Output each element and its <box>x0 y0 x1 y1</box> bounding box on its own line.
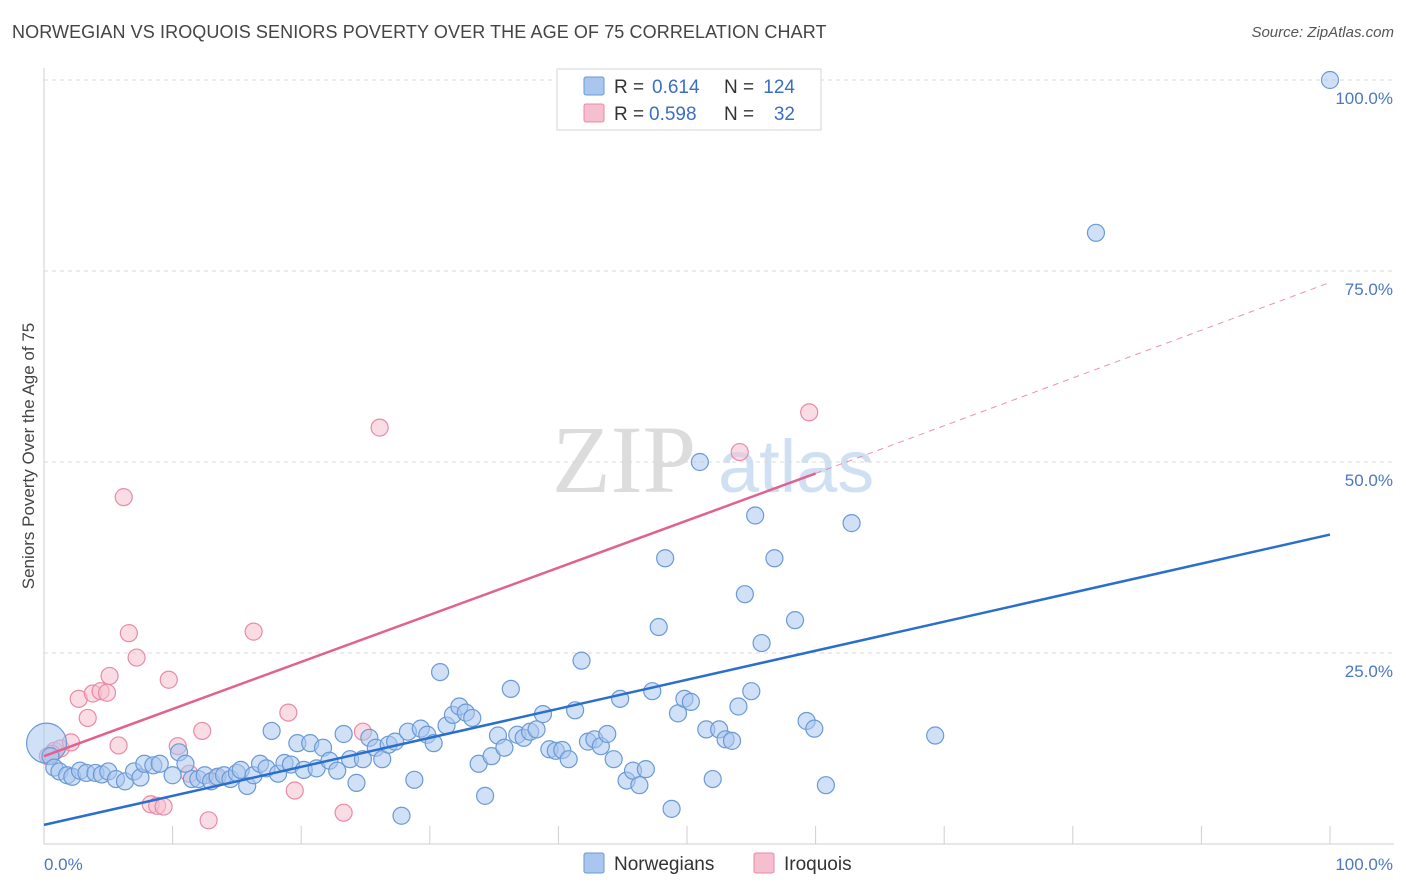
norwegians-point-68 <box>482 747 501 766</box>
iroquois-point-8 <box>97 683 117 702</box>
iroquois-point-12 <box>119 624 138 643</box>
axes <box>43 68 1394 845</box>
iroquois-point-24 <box>279 703 298 722</box>
norwegians-trend-line <box>43 533 1331 827</box>
iroquois-point-13 <box>127 648 146 667</box>
norwegians-point-20 <box>176 754 195 773</box>
norwegians-point-105 <box>722 731 742 750</box>
norwegians-point-18 <box>163 766 182 785</box>
iroquois-point-17 <box>159 670 178 689</box>
norwegians-point-54 <box>392 806 411 825</box>
iroquois-trend-extension <box>815 281 1331 474</box>
norwegians-point-94 <box>649 617 668 637</box>
norwegians-point-45 <box>334 724 353 744</box>
norwegians-point-109 <box>746 506 765 525</box>
y-axis-title: Seniors Poverty Over the Age of 75 <box>19 323 38 589</box>
norwegians-point-117 <box>926 726 945 745</box>
legend-r-value-iroquois: 0.598 <box>649 104 697 125</box>
norwegians-point-71 <box>501 679 520 699</box>
legend-r-label-iroquois: R = <box>614 104 644 125</box>
bottom-legend: Norwegians Iroquois <box>583 852 852 875</box>
legend-n-value-iroquois: 32 <box>774 104 795 125</box>
norwegians-point-56 <box>405 770 424 789</box>
bottom-legend-label-norwegians: Norwegians <box>614 854 714 875</box>
iroquois-point-16 <box>154 797 173 816</box>
norwegians-point-118 <box>1086 223 1106 242</box>
norwegians-point-110 <box>752 633 771 653</box>
y-tick-label-25: 25.0% <box>1345 662 1393 681</box>
norwegians-point-116 <box>842 514 861 533</box>
norwegians-point-106 <box>729 697 748 716</box>
norwegians-point-34 <box>262 721 281 741</box>
norwegians-point-108 <box>742 682 761 701</box>
source-credit: Source: ZipAtlas.com <box>1251 24 1394 41</box>
iroquois-point-30 <box>800 403 819 422</box>
norwegians-point-60 <box>430 662 450 682</box>
norwegians-point-114 <box>805 719 824 738</box>
norwegians-point-102 <box>703 769 722 789</box>
bottom-legend-swatch-iroquois <box>753 852 775 874</box>
iroquois-trend-line <box>43 472 817 758</box>
iroquois-point-26 <box>334 803 353 822</box>
watermark-zip: ZIP <box>552 406 696 513</box>
norwegians-point-99 <box>681 692 700 711</box>
bottom-legend-label-iroquois: Iroquois <box>784 854 852 875</box>
iroquois-point-5 <box>78 708 97 728</box>
legend-r-value-norwegians: 0.614 <box>652 77 700 98</box>
iroquois-point-20 <box>193 721 212 741</box>
bottom-legend-swatch-norwegians <box>583 852 605 874</box>
iroquois-point-11 <box>114 488 133 507</box>
legend-n-value-norwegians: 124 <box>763 77 795 98</box>
x-ticks <box>172 826 1331 844</box>
norwegians-points <box>25 70 1340 825</box>
chart-title: NORWEGIAN VS IROQUOIS SENIORS POVERTY OV… <box>12 22 827 42</box>
norwegians-point-111 <box>765 549 784 568</box>
iroquois-point-9 <box>100 666 119 686</box>
norwegians-point-80 <box>559 750 578 769</box>
y-tick-label-100: 100.0% <box>1335 89 1393 108</box>
norwegians-point-87 <box>604 750 623 769</box>
norwegians-point-86 <box>598 724 617 744</box>
x-tick-label-0: 0.0% <box>44 855 83 874</box>
legend: R = 0.614 N = 124 R = 0.598 N = 32 <box>556 68 822 131</box>
iroquois-point-10 <box>109 736 128 755</box>
y-tick-label-50: 50.0% <box>1345 471 1393 490</box>
legend-n-label-iroquois: N = <box>724 104 754 125</box>
norwegians-point-92 <box>636 760 655 779</box>
norwegians-point-115 <box>816 776 835 795</box>
iroquois-point-29 <box>730 442 749 462</box>
norwegians-point-91 <box>630 776 649 795</box>
norwegians-point-65 <box>463 708 482 728</box>
norwegians-point-96 <box>662 799 681 818</box>
norwegians-point-17 <box>150 754 169 773</box>
iroquois-point-28 <box>370 418 389 437</box>
legend-r-label-norwegians: R = <box>614 77 644 98</box>
norwegians-point-44 <box>328 761 347 780</box>
watermark-atlas: atlas <box>718 425 874 508</box>
norwegians-point-107 <box>735 585 754 604</box>
trend-lines <box>43 281 1331 827</box>
legend-swatch-iroquois <box>583 103 605 123</box>
iroquois-point-25 <box>285 781 304 800</box>
norwegians-point-112 <box>785 611 805 630</box>
iroquois-point-21 <box>199 811 218 830</box>
norwegians-point-67 <box>475 786 495 805</box>
x-tick-label-100: 100.0% <box>1335 855 1393 874</box>
norwegians-point-70 <box>495 738 514 757</box>
y-tick-label-75: 75.0% <box>1345 280 1393 299</box>
norwegians-point-75 <box>527 720 546 739</box>
iroquois-point-23 <box>244 622 263 641</box>
norwegians-point-100 <box>690 452 709 472</box>
norwegians-point-47 <box>347 773 366 792</box>
norwegians-point-82 <box>572 651 591 670</box>
norwegians-point-95 <box>656 549 675 568</box>
legend-n-label-norwegians: N = <box>724 77 754 98</box>
norwegians-point-119 <box>1320 70 1340 90</box>
legend-swatch-norwegians <box>583 76 605 96</box>
